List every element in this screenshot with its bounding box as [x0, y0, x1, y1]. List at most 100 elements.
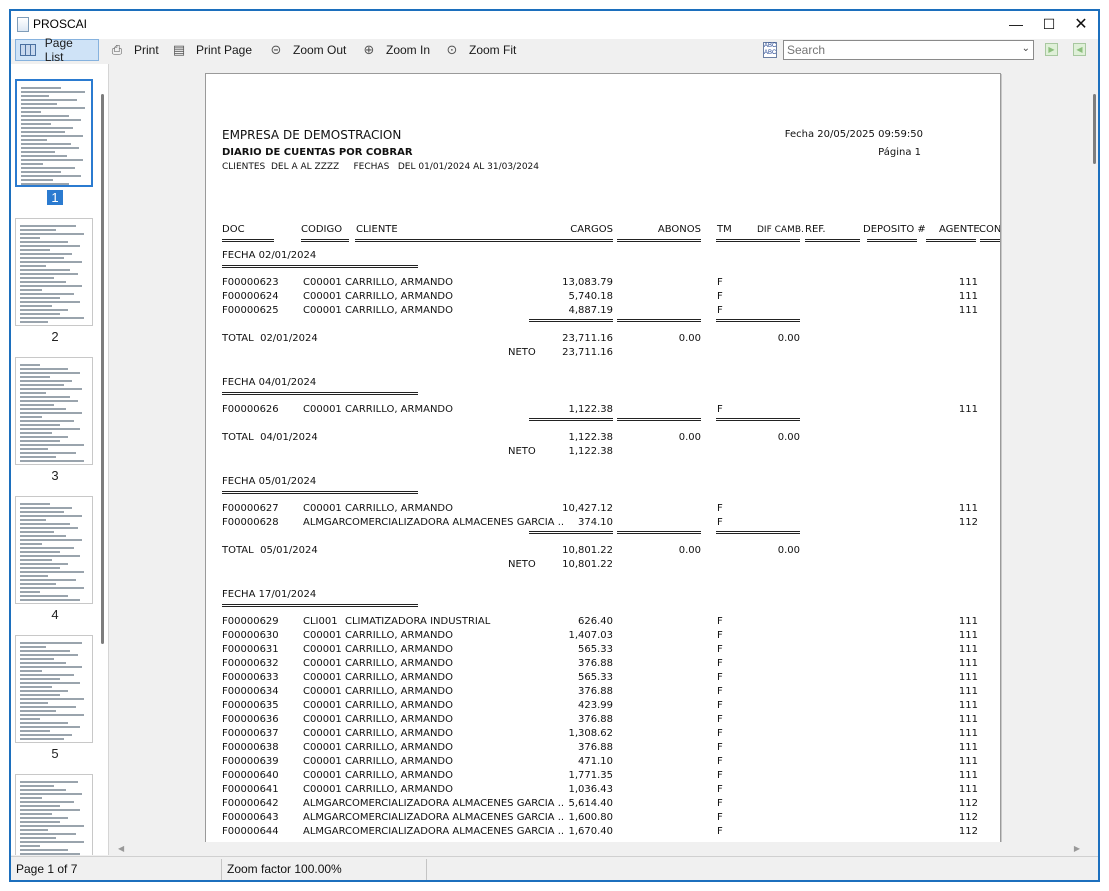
minimize-button[interactable]: —	[1009, 16, 1023, 32]
row-tm: F	[717, 630, 723, 641]
zoom-out-button[interactable]: ⊝ Zoom Out	[264, 39, 350, 61]
thumbnail-page-number[interactable]: 5	[51, 746, 59, 761]
row-tm: F	[717, 742, 723, 753]
row-tm: F	[717, 305, 723, 316]
find-previous-button[interactable]: ◀	[1073, 43, 1086, 56]
neto-label: NETO	[508, 446, 536, 457]
row-cliente: CARRILLO, ARMANDO	[345, 277, 453, 288]
page-thumbnail[interactable]	[15, 218, 93, 326]
thumbnail-line	[20, 368, 68, 370]
thumbnail-line	[20, 781, 78, 783]
thumbnail-line	[21, 91, 85, 93]
thumbnail-line	[20, 233, 84, 235]
thumbnail-line	[20, 551, 60, 553]
page-thumbnail[interactable]	[15, 774, 93, 855]
row-cargos: 565.33	[578, 672, 613, 683]
thumbnail-line	[20, 432, 52, 434]
thumbnail-page-number[interactable]: 4	[51, 607, 59, 622]
find-next-button[interactable]: ▶	[1045, 43, 1058, 56]
row-doc: F00000627	[222, 503, 279, 514]
row-cargos: 626.40	[578, 616, 613, 627]
zoom-in-button[interactable]: ⊕ Zoom In	[357, 39, 434, 61]
zoom-out-icon: ⊝	[270, 42, 282, 57]
maximize-button[interactable]: ☐	[1042, 15, 1056, 32]
thumbnail-page-number[interactable]: 2	[51, 329, 59, 344]
thumbnail-line	[20, 674, 74, 676]
row-cargos: 4,887.19	[568, 305, 613, 316]
page-list-button[interactable]: Page List	[15, 36, 99, 64]
close-button[interactable]: ✕	[1074, 16, 1088, 33]
double-rule	[355, 239, 533, 242]
spell-check-icon[interactable]: ABC ABC	[763, 42, 777, 58]
row-doc: F00000632	[222, 658, 279, 669]
row-cargos: 13,083.79	[562, 277, 613, 288]
column-cliente: CLIENTE	[356, 224, 398, 235]
thumbnail-line	[20, 273, 78, 275]
thumbnail-line	[20, 543, 42, 545]
thumbnail-line	[20, 313, 60, 315]
double-rule	[867, 239, 917, 242]
scroll-right-icon[interactable]: ▶	[1073, 844, 1080, 853]
thumbnail-line	[20, 428, 80, 430]
row-doc: F00000629	[222, 616, 279, 627]
row-agente: 112	[958, 517, 978, 528]
page-thumbnail[interactable]	[15, 357, 93, 465]
thumbnail-line	[20, 797, 42, 799]
page-thumbnail[interactable]	[15, 496, 93, 604]
print-page-button[interactable]: ▤ Print Page	[167, 39, 256, 61]
page-thumbnail[interactable]	[15, 635, 93, 743]
thumbnail-line	[20, 527, 78, 529]
thumbnail-line	[20, 321, 48, 323]
row-doc: F00000630	[222, 630, 279, 641]
row-doc: F00000626	[222, 404, 279, 415]
thumbnail-line	[20, 225, 76, 227]
row-codigo: C00001	[303, 503, 342, 514]
search-input[interactable]	[785, 42, 1015, 58]
thumbnail-line	[20, 511, 64, 513]
row-cliente: COMERCIALIZADORA ALMACENES GARCIA ..	[345, 798, 565, 809]
row-codigo: C00001	[303, 305, 342, 316]
row-tm: F	[717, 658, 723, 669]
row-tm: F	[717, 812, 723, 823]
thumbnail-line	[20, 277, 54, 279]
thumbnail-line	[20, 837, 56, 839]
row-tm: F	[717, 686, 723, 697]
row-tm: F	[717, 404, 723, 415]
row-cliente: CARRILLO, ARMANDO	[345, 630, 453, 641]
row-cargos: 1,771.35	[568, 770, 613, 781]
app-window: PROSCAI — ☐ ✕ Page List ⎙ Print ▤ Print …	[9, 9, 1100, 882]
thumbnail-line	[20, 575, 48, 577]
row-codigo: C00001	[303, 770, 342, 781]
thumbnail-page-number[interactable]: 3	[51, 468, 59, 483]
row-codigo: C00001	[303, 784, 342, 795]
thumbnail-line	[20, 801, 74, 803]
thumbnail-line	[20, 678, 60, 680]
row-agente: 111	[958, 672, 978, 683]
row-cliente: COMERCIALIZADORA ALMACENES GARCIA ..	[345, 517, 565, 528]
thumbnail-line	[20, 702, 48, 704]
page-thumbnail[interactable]	[15, 79, 93, 187]
column-doc: DOC	[222, 224, 245, 235]
thumbnail-scrollbar[interactable]	[101, 94, 104, 644]
scroll-left-icon[interactable]: ◀	[118, 844, 125, 853]
vertical-scrollbar[interactable]	[1088, 64, 1098, 854]
print-button[interactable]: ⎙ Print	[105, 39, 163, 61]
row-doc: F00000641	[222, 784, 279, 795]
thumbnail-line	[20, 416, 42, 418]
thumbnail-line	[20, 424, 60, 426]
search-combobox[interactable]: ⌄	[783, 40, 1034, 60]
thumbnail-line	[20, 658, 54, 660]
thumbnail-line	[21, 131, 65, 133]
thumbnail-line	[20, 714, 84, 716]
zoom-fit-button[interactable]: ⊙ Zoom Fit	[440, 39, 520, 61]
thumbnail-line	[20, 420, 74, 422]
thumbnail-page-number[interactable]: 1	[47, 190, 63, 205]
chevron-down-icon[interactable]: ⌄	[1021, 43, 1030, 54]
vertical-scroll-thumb[interactable]	[1093, 94, 1096, 164]
row-cargos: 1,600.80	[568, 812, 613, 823]
horizontal-scrollbar[interactable]: ◀ ▶	[110, 842, 1088, 855]
row-agente: 111	[958, 277, 978, 288]
row-agente: 112	[958, 798, 978, 809]
row-tm: F	[717, 616, 723, 627]
row-tm: F	[717, 700, 723, 711]
